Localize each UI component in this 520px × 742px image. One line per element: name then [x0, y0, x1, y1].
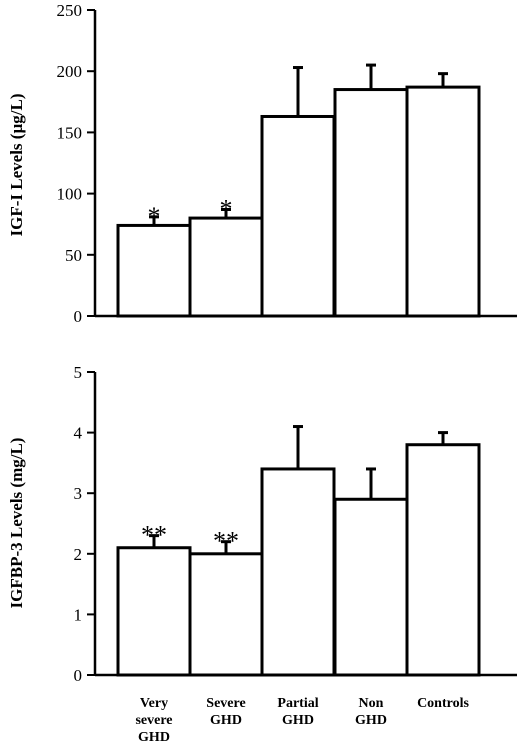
panel1-bar	[260, 114, 336, 318]
category-label-line: Very	[140, 696, 168, 711]
panel2-category-label: Controls	[417, 696, 469, 711]
panel1-y-tick-label: 0	[74, 307, 83, 326]
panel2-category-label: Severe GHD	[206, 696, 245, 728]
category-label-line: Partial	[277, 696, 318, 711]
panel2-y-tick-label: 3	[74, 484, 83, 503]
category-label-line: GHD	[355, 713, 387, 728]
panel2-category-label: Partial GHD	[277, 696, 318, 728]
panel1-y-tick-label: 200	[57, 62, 83, 81]
panel2-y-tick-label: 4	[74, 424, 83, 443]
panel2-bar	[260, 467, 336, 677]
panel2-y-tick-label: 0	[74, 666, 83, 685]
panel1-y-tick-label: 150	[57, 123, 83, 142]
panel1-y-axis-title: IGF-I Levels (µg/L)	[7, 94, 26, 237]
panel1-y-tick-label: 100	[57, 185, 83, 204]
panel2-group: 0 1 2 3 4 5 IGFBP-3 Levels (mg/L) ** ** Very sever…	[7, 363, 517, 742]
panel2-bar	[405, 443, 481, 677]
panel1-group: 0 50 100 150 200 250 IGF-I Levels (µg/L) * *	[7, 1, 517, 326]
panel2-category-label: Non GHD	[355, 696, 387, 728]
category-label-line: severe	[135, 713, 172, 728]
panel2-significance-label: **	[141, 521, 167, 550]
panel2-y-tick-label: 5	[74, 363, 83, 382]
panel2-bar	[116, 546, 192, 677]
panel1-y-tick-label: 250	[57, 1, 83, 20]
panel1-bar	[405, 85, 481, 318]
panel1-y-tick-label: 50	[65, 246, 82, 265]
panel2-y-tick-label: 1	[74, 605, 83, 624]
category-label-line: Non	[359, 696, 384, 711]
category-label-line: GHD	[282, 713, 314, 728]
panel1-bar	[116, 223, 192, 318]
panel2-bar	[333, 497, 409, 677]
panel1-significance-label: *	[220, 195, 233, 224]
panel2-y-axis-title: IGFBP-3 Levels (mg/L)	[7, 438, 26, 609]
category-label-line: Controls	[417, 696, 469, 711]
panel1-bar	[188, 216, 264, 318]
category-label-line: Severe	[206, 696, 245, 711]
panel2-significance-label: **	[213, 527, 239, 556]
panel1-significance-label: *	[148, 202, 161, 231]
category-label-line: GHD	[210, 713, 242, 728]
panel2-bar	[188, 552, 264, 677]
panel2-y-tick-label: 2	[74, 545, 83, 564]
panel2-category-label: Very severe GHD	[135, 696, 172, 742]
category-label-line: GHD	[138, 730, 170, 742]
panel1-bar	[333, 88, 409, 318]
